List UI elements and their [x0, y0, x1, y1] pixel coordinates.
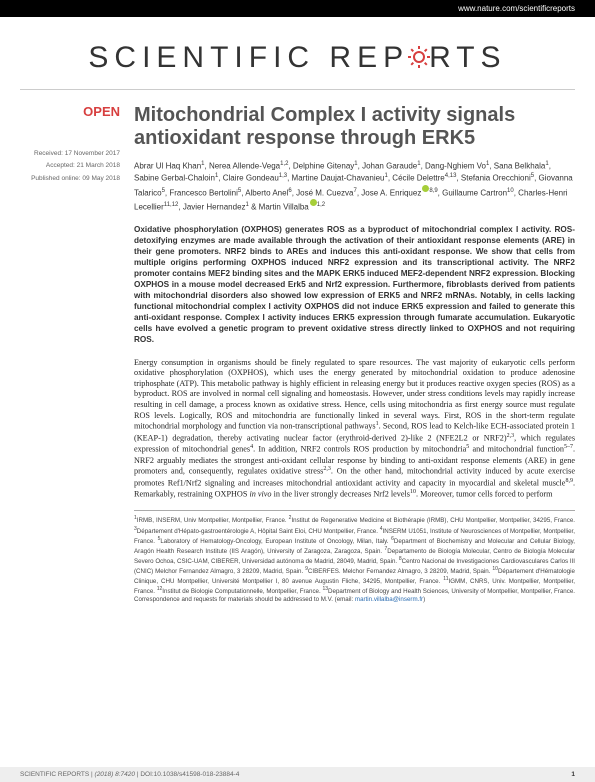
- body-paragraph: Energy consumption in organisms should b…: [134, 358, 575, 501]
- published-date: Published online: 09 May 2018: [20, 174, 120, 184]
- gear-icon: [407, 45, 431, 69]
- affiliations: 1IRMB, INSERM, Univ Montpellier, Montpel…: [134, 515, 575, 604]
- logo-right-a: REP: [329, 41, 409, 75]
- affiliations-divider: [134, 510, 575, 511]
- publication-dates: Received: 17 November 2017 Accepted: 21 …: [20, 149, 120, 184]
- article-content: OPEN Received: 17 November 2017 Accepted…: [0, 90, 595, 605]
- main-column: Mitochondrial Complex I activity signals…: [130, 104, 575, 605]
- page-number: 1: [571, 771, 575, 778]
- open-access-badge: OPEN: [20, 104, 120, 119]
- left-sidebar: OPEN Received: 17 November 2017 Accepted…: [20, 104, 130, 605]
- accepted-date: Accepted: 21 March 2018: [20, 161, 120, 171]
- logo-left: SCIENTIFIC: [88, 41, 315, 75]
- citation: SCIENTIFIC REPORTS | (2018) 8:7420 | DOI…: [20, 771, 239, 778]
- article-title: Mitochondrial Complex I activity signals…: [134, 104, 575, 150]
- author-list: Abrar Ul Haq Khan1, Nerea Allende-Vega1,…: [134, 160, 575, 214]
- journal-url: www.nature.com/scientificreports: [458, 4, 575, 13]
- journal-logo: SCIENTIFIC REP RTS: [0, 17, 595, 89]
- logo-right-b: RTS: [429, 41, 506, 75]
- received-date: Received: 17 November 2017: [20, 149, 120, 159]
- top-url-bar: www.nature.com/scientificreports: [0, 0, 595, 17]
- page-footer: SCIENTIFIC REPORTS | (2018) 8:7420 | DOI…: [0, 767, 595, 782]
- abstract: Oxidative phosphorylation (OXPHOS) gener…: [134, 224, 575, 346]
